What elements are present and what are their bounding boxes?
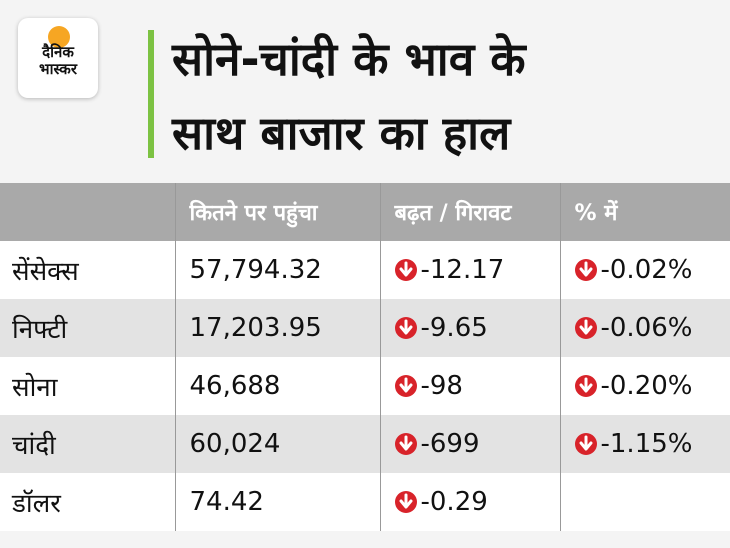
down-icon (394, 433, 417, 455)
down-icon (574, 259, 597, 281)
cell-text: निफ्टी (12, 315, 68, 345)
down-icon (394, 317, 417, 339)
cell-text: -0.06% (600, 313, 693, 343)
cell-text: चांदी (12, 431, 56, 461)
cell-text: -98 (420, 371, 463, 401)
table-cell: सेंसेक्स (0, 241, 175, 299)
header-cell: कितने पर पहुंचा (174, 183, 380, 241)
table-cell: -9.65 (379, 299, 560, 357)
table-cell: -12.17 (379, 241, 560, 299)
cell-text: 60,024 (189, 429, 281, 459)
cell-text: डॉलर (12, 489, 61, 519)
logo-text: दैनिक (42, 43, 74, 61)
logo: दैनिक भास्कर (18, 18, 98, 98)
header-cell: बढ़त / गिरावट (379, 183, 560, 241)
table-cell: 46,688 (174, 357, 380, 415)
header-row: कितने पर पहुंचा बढ़त / गिरावट% में (0, 183, 730, 241)
title-line: साथ बाजार का हाल (172, 106, 511, 160)
table-row: निफ्टी 17,203.95 -9.65 -0.06% (0, 299, 730, 357)
table-cell: -98 (379, 357, 560, 415)
table-cell: -0.29 (379, 473, 560, 531)
table-row: चांदी 60,024 -699 -1.15% (0, 415, 730, 473)
table-cell: -0.20% (559, 357, 730, 415)
table-cell: डॉलर (0, 473, 175, 531)
table-cell: -1.15% (559, 415, 730, 473)
logo-text: भास्कर (39, 60, 77, 78)
cell-text: -1.15% (600, 429, 693, 459)
table-row: सोना 46,688 -98 -0.20% (0, 357, 730, 415)
table-cell: 60,024 (174, 415, 380, 473)
table-cell: 57,794.32 (174, 241, 380, 299)
cell-text: सेंसेक्स (12, 257, 79, 287)
cell-text: सोना (12, 373, 58, 403)
title: सोने-चांदी के भाव के साथ बाजार का हाल (172, 22, 526, 170)
cell-text: -699 (420, 429, 480, 459)
accent-bar (148, 30, 154, 158)
table-cell (559, 473, 730, 531)
table-cell: निफ्टी (0, 299, 175, 357)
table-cell: 74.42 (174, 473, 380, 531)
cell-text: 46,688 (189, 371, 281, 401)
cell-text: 17,203.95 (189, 313, 322, 343)
down-icon (574, 433, 597, 455)
table-cell: -699 (379, 415, 560, 473)
cell-text: -0.02% (600, 255, 693, 285)
header-cell: % में (559, 183, 730, 241)
cell-text: -12.17 (420, 255, 505, 285)
table-cell: -0.06% (559, 299, 730, 357)
table-cell: 17,203.95 (174, 299, 380, 357)
down-icon (394, 491, 417, 513)
market-table: कितने पर पहुंचा बढ़त / गिरावट% में सेंसेक… (0, 183, 730, 531)
table-cell: सोना (0, 357, 175, 415)
cell-text: -0.29 (420, 487, 488, 517)
cell-text: -9.65 (420, 313, 488, 343)
table-row: डॉलर 74.42 -0.29 (0, 473, 730, 531)
down-icon (574, 317, 597, 339)
table-row: सेंसेक्स 57,794.32 -12.17 -0.02% (0, 241, 730, 299)
down-icon (394, 259, 417, 281)
title-line: सोने-चांदी के भाव के (172, 32, 526, 86)
table-cell: चांदी (0, 415, 175, 473)
cell-text: 57,794.32 (189, 255, 322, 285)
down-icon (394, 375, 417, 397)
table-cell: -0.02% (559, 241, 730, 299)
header-cell (0, 183, 175, 241)
down-icon (574, 375, 597, 397)
cell-text: 74.42 (189, 487, 264, 517)
cell-text: -0.20% (600, 371, 693, 401)
